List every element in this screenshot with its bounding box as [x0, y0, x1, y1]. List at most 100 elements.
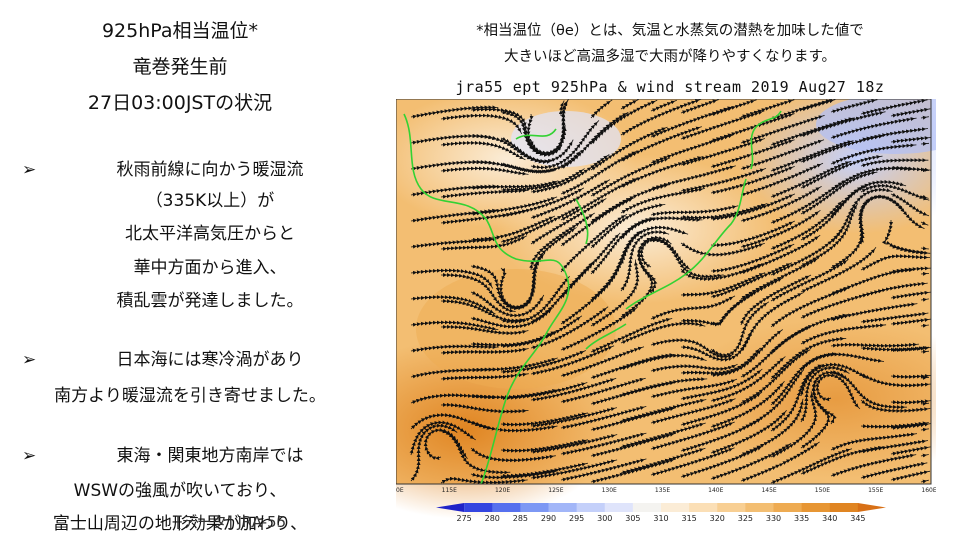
streamline	[410, 105, 499, 119]
colorbar-label: 280	[485, 514, 500, 523]
streamline	[860, 281, 928, 298]
streamline	[891, 346, 931, 353]
streamline	[920, 221, 929, 226]
colorbar-label: 330	[766, 514, 781, 523]
colorbar-segment	[745, 503, 774, 512]
streamline	[920, 297, 929, 302]
streamline	[890, 317, 931, 326]
coastline	[403, 110, 782, 485]
streamline	[890, 470, 931, 482]
streamline	[920, 115, 929, 120]
bullet-2-line-1: 日本海には寒冷渦があり	[116, 350, 304, 370]
streamline	[470, 447, 556, 463]
streamline	[470, 420, 558, 433]
map-frame	[396, 99, 936, 519]
streamline	[410, 423, 458, 482]
longitude-label: 150E	[815, 487, 830, 494]
wind-streamlines	[409, 99, 931, 485]
colorbar-segment	[548, 503, 578, 512]
streamline	[440, 476, 528, 485]
bullet-1-line-1: 秋雨前線に向かう暖湿流	[116, 160, 304, 180]
bullet-1-line-2: （335K以上）が	[145, 191, 275, 211]
streamline	[830, 342, 919, 348]
streamline	[890, 136, 931, 144]
colorbar-label: 290	[541, 514, 556, 523]
weather-map: 48N45N42N39N36N33N30N27N24N21N 110E115E1…	[396, 99, 936, 523]
streamline	[920, 141, 930, 146]
colorbar-segment	[689, 503, 718, 512]
streamline	[440, 402, 529, 414]
definition-note-2: 大きいほど高温多湿で大雨が降りやすくなります。	[503, 49, 837, 65]
streamline	[860, 373, 931, 388]
streamline	[890, 290, 931, 300]
colorbar-label: 320	[710, 514, 725, 523]
bullet-2-line-2: 南方より暖湿流を引き寄せました。	[54, 386, 326, 406]
colorbar-segment	[464, 503, 493, 512]
streamline	[890, 399, 931, 405]
longitude-label: 115E	[442, 487, 457, 494]
colorbar-label: 340	[822, 514, 837, 523]
colorbar-label: 315	[681, 514, 696, 523]
longitude-labels: 110E 115E 120E 125E 130E 135E 140E 145E 150E 155E…	[396, 487, 936, 494]
colorbar-segment	[717, 503, 746, 512]
streamline	[860, 311, 929, 324]
colorbar-label: 295	[569, 514, 584, 523]
streamline	[637, 235, 672, 294]
streamline	[920, 401, 930, 406]
colorbar-label: 325	[738, 514, 753, 523]
bullet-3-line-2: WSWの強風が吹いており、	[73, 481, 287, 501]
colorbar-segment	[773, 503, 803, 512]
bullet-icon: ➢	[22, 350, 37, 370]
streamline	[920, 427, 929, 432]
streamline	[830, 432, 918, 451]
streamline	[440, 372, 529, 381]
colorbar-segment	[661, 503, 690, 512]
streamline	[890, 445, 931, 456]
longitude-label: 125E	[548, 487, 563, 494]
streamline	[890, 244, 931, 255]
panel-title-2: 竜巻発生前	[132, 56, 228, 78]
colorbar: 275 280 285 290 295 300 305 310 315 320 325 330 335 3…	[436, 503, 886, 523]
colorbar-label: 335	[794, 514, 809, 523]
colorbar-segment	[576, 503, 606, 512]
streamline	[800, 352, 885, 371]
bullet-3-line-3: 富士山周辺の地形効果が加わり、	[52, 514, 308, 534]
streamline	[860, 127, 929, 142]
longitude-label: 120E	[495, 487, 510, 494]
streamline	[920, 271, 930, 276]
bullet-1-line-4: 華中方面から進入、	[133, 258, 287, 278]
panel-title-1: 925hPa相当温位*	[101, 20, 259, 42]
streamline	[860, 399, 931, 413]
streamline	[811, 370, 847, 425]
colorbar-label: 285	[513, 514, 528, 523]
streamline	[920, 246, 929, 251]
streamline	[890, 422, 931, 430]
colorbar-segment	[436, 503, 465, 512]
streamline	[830, 302, 918, 322]
streamline	[920, 375, 930, 380]
streamline	[890, 192, 930, 217]
streamline	[800, 99, 836, 112]
panel-title-3: 27日03:00JSTの状況	[87, 92, 273, 114]
streamline	[860, 158, 929, 168]
bullet-icon: ➢	[22, 160, 37, 180]
streamline	[920, 323, 929, 328]
longitude-label: 160E	[921, 487, 936, 494]
longitude-label: 130E	[602, 487, 617, 494]
colorbar-segment	[604, 503, 634, 512]
streamline	[830, 143, 917, 166]
colorbar-segment	[632, 503, 662, 512]
colorbar-segment	[801, 503, 831, 512]
data-source-label: [データ] JRA-55	[176, 513, 287, 531]
streamline	[800, 323, 887, 345]
colorbar-label: 275	[456, 514, 471, 523]
longitude-label: 135E	[655, 487, 670, 494]
streamline	[860, 462, 928, 480]
longitude-label: 110E	[396, 487, 404, 494]
bullet-1-line-3: 北太平洋高気圧からと	[125, 224, 295, 244]
colorbar-segment	[857, 503, 886, 512]
streamline	[830, 117, 917, 140]
bullet-1-line-5: 積乱雲が発達しました。	[116, 291, 304, 311]
streamline	[890, 266, 931, 274]
streamline	[920, 168, 930, 173]
